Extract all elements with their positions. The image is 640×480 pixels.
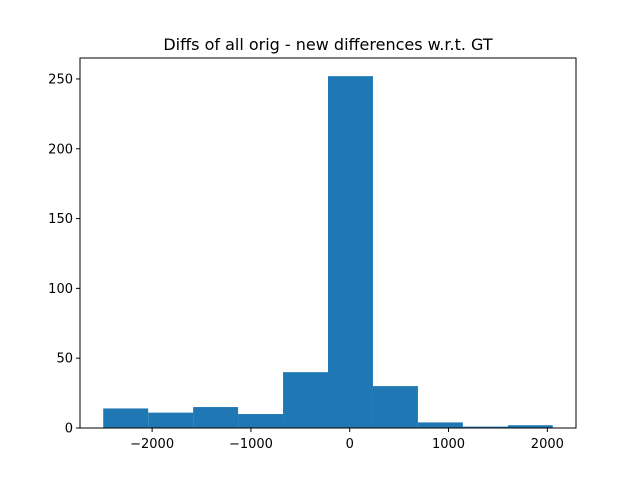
x-tick-label-4: 2000 [531,437,564,452]
histogram-bar-9 [507,425,553,428]
histogram-bar-3 [238,414,284,428]
bars-group [103,76,553,428]
y-axis: 0 50 100 150 200 250 [48,72,80,437]
histogram-bar-1 [148,412,194,428]
y-tick-label-2: 100 [48,282,73,297]
histogram-bar-7 [417,422,463,428]
x-tick-label-3: 1000 [432,437,465,452]
y-tick-label-5: 250 [48,72,73,87]
x-tick-label-0: −2000 [130,437,174,452]
histogram-bar-6 [372,386,418,428]
x-tick-label-1: −1000 [229,437,273,452]
y-tick-label-3: 150 [48,212,73,227]
histogram-bar-0 [103,408,149,428]
histogram-bar-8 [462,426,508,428]
histogram-bar-4 [283,372,328,428]
x-axis: −2000 −1000 0 1000 2000 [130,428,564,452]
x-tick-label-2: 0 [346,437,354,452]
y-tick-label-4: 200 [48,142,73,157]
chart-title: Diffs of all orig - new differences w.r.… [163,35,492,54]
y-tick-label-1: 50 [56,352,73,367]
y-tick-label-0: 0 [65,422,73,437]
histogram-bar-5 [328,76,373,428]
histogram-bar-2 [193,407,239,428]
plot-frame [79,57,577,429]
